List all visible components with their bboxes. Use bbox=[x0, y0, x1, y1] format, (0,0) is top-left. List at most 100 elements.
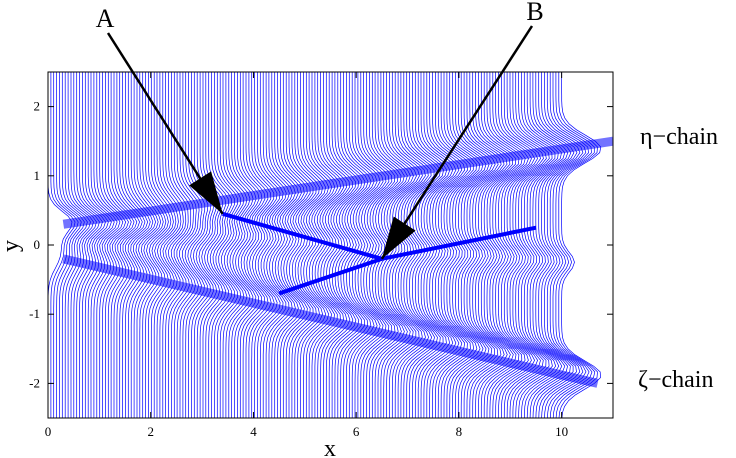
trace-line bbox=[257, 72, 281, 418]
trace-line bbox=[159, 72, 182, 418]
trace-line bbox=[222, 72, 245, 418]
trace-line bbox=[171, 72, 192, 418]
trace-line bbox=[142, 72, 167, 418]
x-axis-ticks: 0 2 4 6 8 10 bbox=[45, 72, 568, 439]
trace-line bbox=[214, 72, 235, 418]
trace-line bbox=[403, 72, 435, 418]
trace-line bbox=[412, 72, 444, 418]
trace-line bbox=[285, 72, 311, 418]
trace-line bbox=[486, 72, 523, 418]
trace-line bbox=[248, 72, 272, 418]
trace-line bbox=[386, 72, 417, 418]
trace-line bbox=[523, 72, 563, 418]
y-tick-label: -1 bbox=[29, 306, 40, 321]
trace-line bbox=[354, 72, 384, 418]
trace-line bbox=[526, 72, 566, 418]
trace-line bbox=[145, 72, 169, 418]
trace-line bbox=[150, 72, 174, 418]
trace-line bbox=[185, 72, 206, 418]
y-tick-label: -2 bbox=[29, 375, 40, 390]
trace-line bbox=[515, 72, 553, 418]
trace-line bbox=[107, 72, 135, 418]
trace-line bbox=[110, 72, 138, 418]
chain-label-zeta: ζ−chain bbox=[638, 367, 713, 393]
x-tick-label: 6 bbox=[353, 424, 360, 439]
trace-line bbox=[193, 72, 215, 418]
trace-line bbox=[136, 72, 162, 418]
trace-line bbox=[73, 72, 100, 418]
trace-line bbox=[259, 72, 284, 418]
trace-line bbox=[409, 72, 441, 418]
trace-line bbox=[228, 72, 251, 418]
trace-line bbox=[452, 72, 487, 418]
trace-line bbox=[271, 72, 296, 418]
trace-line bbox=[122, 72, 149, 418]
trace-line bbox=[546, 72, 587, 418]
trace-line bbox=[397, 72, 429, 418]
chain-labels: η−chain ζ−chain bbox=[638, 124, 718, 393]
trace-line bbox=[305, 72, 333, 418]
trace-line bbox=[265, 72, 290, 418]
trace-line bbox=[105, 72, 132, 418]
x-axis-title: x bbox=[324, 436, 336, 458]
trace-line bbox=[340, 72, 369, 418]
trace-line bbox=[56, 72, 82, 418]
trace-line bbox=[268, 72, 293, 418]
trace-line bbox=[251, 72, 275, 418]
trace-line bbox=[179, 72, 200, 418]
trace-line bbox=[343, 72, 372, 418]
trace-line bbox=[501, 72, 538, 418]
trace-line bbox=[331, 72, 360, 418]
trace-line bbox=[308, 72, 336, 418]
y-tick-label: 0 bbox=[34, 237, 41, 252]
trace-line bbox=[294, 72, 320, 418]
trace-line bbox=[460, 72, 496, 418]
trace-line bbox=[328, 72, 357, 418]
trace-line bbox=[360, 72, 390, 418]
plot-area bbox=[48, 72, 613, 418]
trace-line bbox=[532, 72, 572, 418]
trace-line bbox=[113, 72, 140, 418]
trace-line bbox=[79, 72, 106, 418]
trace-line bbox=[391, 72, 423, 418]
trace-line bbox=[495, 72, 532, 418]
trace-line bbox=[153, 72, 177, 418]
trace-line bbox=[291, 72, 317, 418]
trace-line bbox=[311, 72, 339, 418]
trace-line bbox=[127, 72, 154, 418]
trace-line bbox=[400, 72, 433, 418]
trace-line bbox=[503, 72, 541, 418]
trace-line bbox=[555, 72, 596, 418]
trace-line bbox=[125, 72, 151, 418]
trace-line bbox=[199, 72, 221, 418]
trace-line bbox=[348, 72, 378, 418]
trace-line bbox=[139, 72, 164, 418]
trace-line bbox=[242, 72, 266, 418]
trace-line bbox=[529, 72, 569, 418]
interaction-line-b-down bbox=[278, 256, 383, 296]
trace-line bbox=[457, 72, 493, 418]
trace-line bbox=[219, 72, 242, 418]
trace-line bbox=[205, 72, 227, 418]
y-axis-ticks: 2 1 0 -1 -2 bbox=[29, 99, 613, 390]
annotation-arrow-B bbox=[380, 25, 534, 260]
trace-line bbox=[237, 72, 260, 418]
trace-line bbox=[53, 72, 79, 418]
trace-line bbox=[87, 72, 115, 418]
trace-line bbox=[541, 72, 581, 418]
trace-line bbox=[498, 72, 535, 418]
trace-line bbox=[518, 72, 557, 418]
chain-band-eta bbox=[62, 136, 613, 229]
trace-line bbox=[535, 72, 575, 418]
trace-line bbox=[549, 72, 590, 418]
trace-line bbox=[417, 72, 451, 418]
trace-line bbox=[512, 72, 550, 418]
trace-line bbox=[176, 72, 197, 418]
trace-line bbox=[483, 72, 520, 418]
trace-line bbox=[48, 72, 73, 418]
trace-line bbox=[538, 72, 578, 418]
trace-line bbox=[231, 72, 254, 418]
trace-line bbox=[208, 72, 230, 418]
trace-line bbox=[234, 72, 257, 418]
